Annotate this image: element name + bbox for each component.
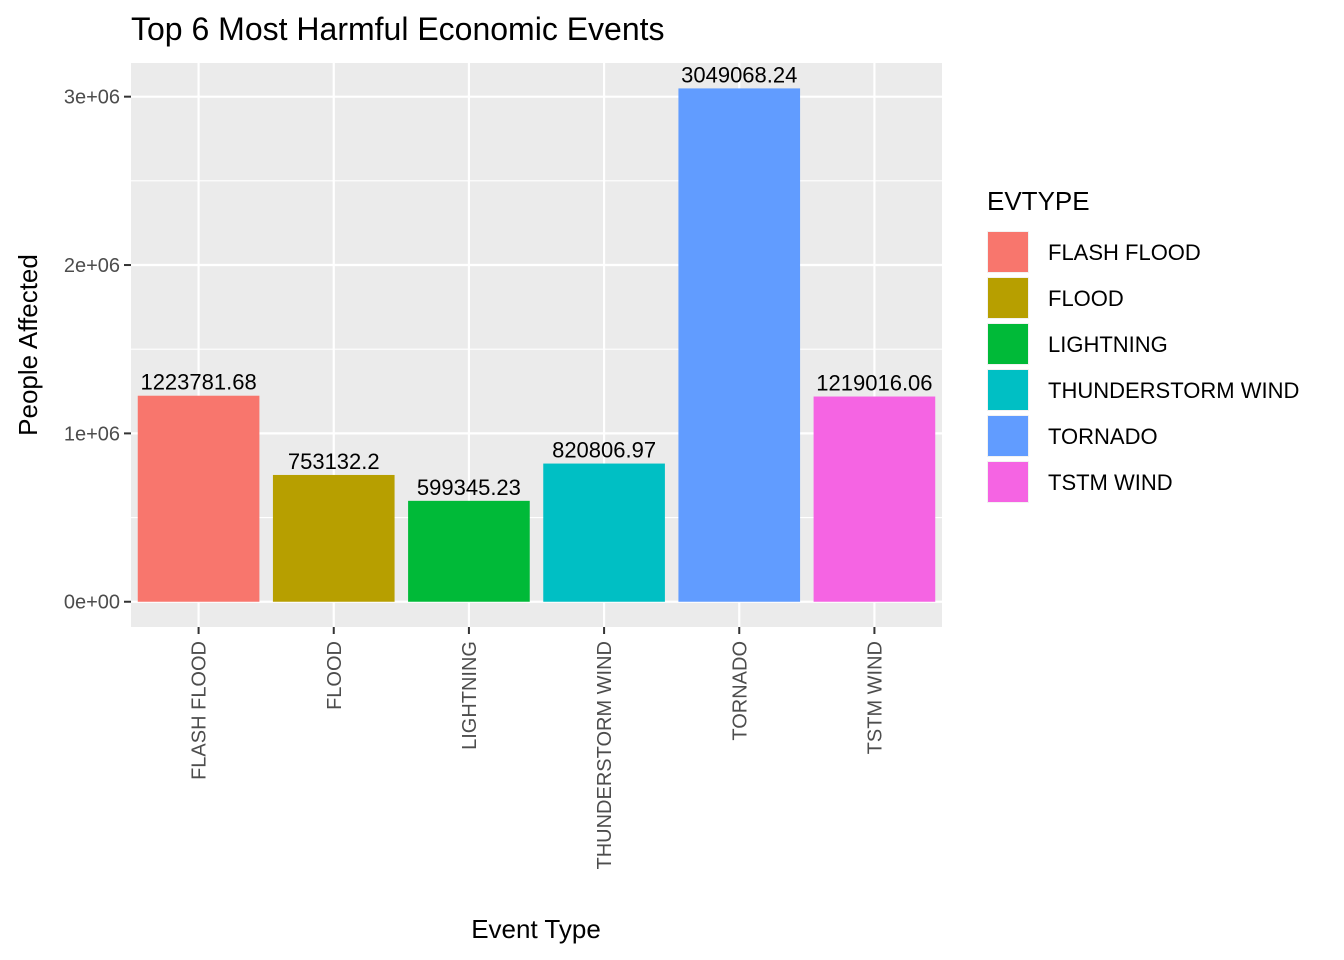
y-tick-label: 2e+06 [64, 255, 120, 277]
x-tick-label: TORNADO [729, 641, 751, 741]
x-axis-title: Event Type [471, 914, 601, 944]
data-label: 1219016.06 [816, 371, 932, 396]
legend-swatch [988, 370, 1028, 410]
bar [678, 88, 801, 602]
legend-label: THUNDERSTORM WIND [1048, 378, 1299, 403]
x-tick-label: TSTM WIND [864, 641, 886, 754]
x-axis: FLASH FLOOD FLOOD LIGHTNING THUNDERSTORM WI… [189, 627, 886, 870]
bar [272, 474, 395, 602]
panel-background [131, 63, 942, 627]
legend-label: TORNADO [1048, 424, 1158, 449]
bar [543, 463, 665, 602]
data-label: 599345.23 [417, 475, 521, 500]
data-label: 753132.2 [288, 449, 380, 474]
legend-swatch [988, 416, 1028, 456]
bar [137, 395, 260, 602]
bar [813, 396, 936, 602]
legend-swatch [988, 278, 1028, 318]
legend-label: FLASH FLOOD [1048, 240, 1201, 265]
x-tick-label: LIGHTNING [459, 641, 481, 750]
y-axis: 0e+00 1e+06 2e+06 3e+06 [64, 87, 131, 614]
y-tick-label: 1e+06 [64, 423, 120, 445]
y-tick-label: 0e+00 [64, 592, 120, 614]
chart-title: Top 6 Most Harmful Economic Events [131, 11, 665, 47]
x-tick-label: FLOOD [324, 641, 346, 710]
legend-label: LIGHTNING [1048, 332, 1168, 357]
y-tick-label: 3e+06 [64, 87, 120, 109]
plot-panel: 1223781.68 753132.2 599345.23 820806.97 3049… [131, 62, 942, 627]
legend-swatch [988, 324, 1028, 364]
bar [408, 500, 530, 602]
legend-title: EVTYPE [987, 186, 1090, 216]
data-label: 1223781.68 [140, 370, 256, 395]
legend: EVTYPE FLASH FLOOD FLOOD LIGHTNING THUNDERS… [987, 186, 1299, 503]
x-tick-label: THUNDERSTORM WIND [594, 641, 616, 870]
data-label: 3049068.24 [681, 62, 797, 87]
legend-swatch [988, 232, 1028, 272]
x-tick-label: FLASH FLOOD [189, 641, 211, 780]
legend-label: FLOOD [1048, 286, 1124, 311]
legend-swatch [988, 462, 1028, 502]
legend-label: TSTM WIND [1048, 470, 1173, 495]
data-label: 820806.97 [552, 438, 656, 463]
y-axis-title: People Affected [13, 254, 43, 436]
